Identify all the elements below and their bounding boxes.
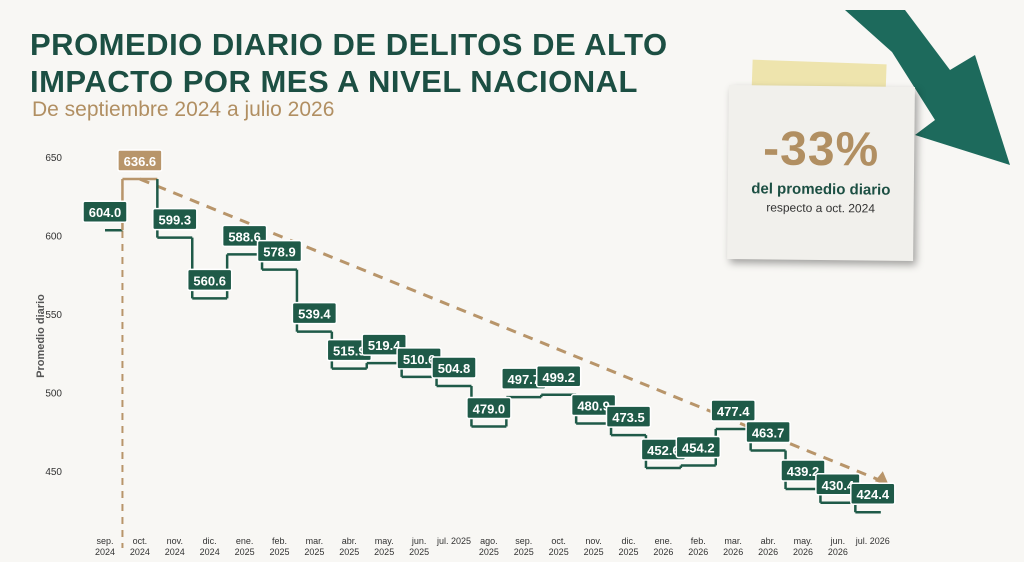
callout-line: del promedio diario	[751, 180, 891, 199]
x-tick-label: jul. 2026	[855, 536, 890, 546]
x-tick-label: dic. 2025	[618, 536, 639, 557]
value-label: 463.7	[752, 426, 785, 441]
value-label: 515.9	[333, 344, 366, 359]
value-label-box	[152, 207, 198, 231]
x-tick-label: sep. 2024	[94, 536, 116, 557]
value-label-box	[570, 393, 617, 417]
x-tick-label: jul. 2025	[436, 536, 472, 546]
chart-subtitle: De septiembre 2024 a julio 2026	[32, 98, 335, 121]
value-label: 578.9	[263, 245, 296, 260]
value-label: 480.9	[577, 399, 610, 414]
x-tick-label: jun. 2025	[409, 536, 430, 557]
value-label-box	[82, 200, 128, 223]
value-label-box	[745, 420, 791, 444]
x-tick-label: nov. 2025	[583, 536, 604, 557]
value-label-box	[256, 239, 303, 263]
value-label-box	[780, 459, 826, 482]
value-label: 454.2	[682, 440, 715, 455]
x-tick-label: abr. 2026	[758, 536, 779, 557]
x-tick-label: may. 2026	[792, 536, 814, 557]
x-tick-label: sep. 2025	[513, 536, 534, 557]
x-tick-label: jun. 2026	[827, 536, 848, 557]
value-label: 510.6	[403, 352, 436, 367]
value-label-box	[431, 356, 477, 379]
x-tick-label: mar. 2025	[304, 536, 325, 557]
chart-title: PROMEDIO DIARIO DE DELITOS DE ALTO IMPAC…	[30, 27, 668, 99]
x-tick-label: oct. 2024	[129, 536, 150, 557]
y-tick-label: 500	[45, 389, 62, 400]
value-label: 499.2	[542, 370, 575, 385]
value-label: 560.6	[193, 273, 226, 288]
value-label-box	[361, 333, 407, 356]
y-tick-label: 450	[45, 467, 62, 478]
callout: -33% del promedio diario respecto a oct.…	[727, 85, 915, 261]
value-label: 519.4	[368, 338, 401, 353]
value-label: 504.8	[438, 361, 471, 376]
x-tick-label: mar. 2026	[723, 536, 744, 557]
callout-line: respecto a oct. 2024	[766, 200, 876, 216]
y-tick-label: 550	[45, 310, 62, 321]
y-tick-label: 600	[45, 232, 62, 243]
value-label: 479.0	[473, 402, 506, 417]
x-tick-label: dic. 2024	[199, 536, 220, 557]
x-tick-label: oct. 2025	[548, 536, 569, 557]
value-label-box	[850, 482, 896, 505]
value-label-box	[186, 268, 233, 292]
value-label: 539.4	[298, 307, 331, 322]
value-label: 497.7	[508, 372, 541, 387]
value-label: 430.4	[822, 478, 855, 493]
callout-value: -33%	[762, 122, 880, 177]
value-label: 477.4	[717, 404, 750, 419]
x-tick-label: ene. 2026	[653, 536, 674, 557]
y-axis-label: Promedio diario	[35, 294, 47, 378]
value-label: 424.4	[857, 487, 890, 502]
value-label: 599.3	[159, 213, 192, 228]
value-label-box	[675, 435, 722, 459]
x-tick-label: abr. 2025	[339, 536, 360, 557]
value-label: 588.6	[228, 229, 261, 244]
x-tick-label: ene. 2025	[234, 536, 255, 557]
value-label: 452.6	[647, 443, 680, 458]
value-label-box	[117, 149, 163, 172]
x-tick-label: nov. 2024	[164, 536, 185, 557]
value-label: 636.6	[124, 154, 157, 169]
x-tick-label: feb. 2026	[688, 536, 709, 557]
x-tick-label: feb. 2025	[269, 536, 290, 557]
value-label: 439.2	[787, 464, 820, 479]
x-tick-label: may. 2025	[374, 536, 395, 557]
value-label-box	[466, 396, 512, 420]
value-label-box	[605, 405, 652, 428]
y-tick-label: 650	[45, 153, 62, 164]
value-label-box	[291, 301, 338, 325]
decor-arrow	[845, 10, 1010, 165]
value-label-box	[535, 365, 582, 388]
value-label: 604.0	[89, 205, 122, 220]
x-tick-label: ago. 2025	[478, 536, 499, 557]
trend-arrow	[874, 471, 889, 486]
value-label-box	[710, 399, 756, 422]
value-label-box	[221, 224, 268, 248]
value-label: 473.5	[612, 410, 645, 425]
